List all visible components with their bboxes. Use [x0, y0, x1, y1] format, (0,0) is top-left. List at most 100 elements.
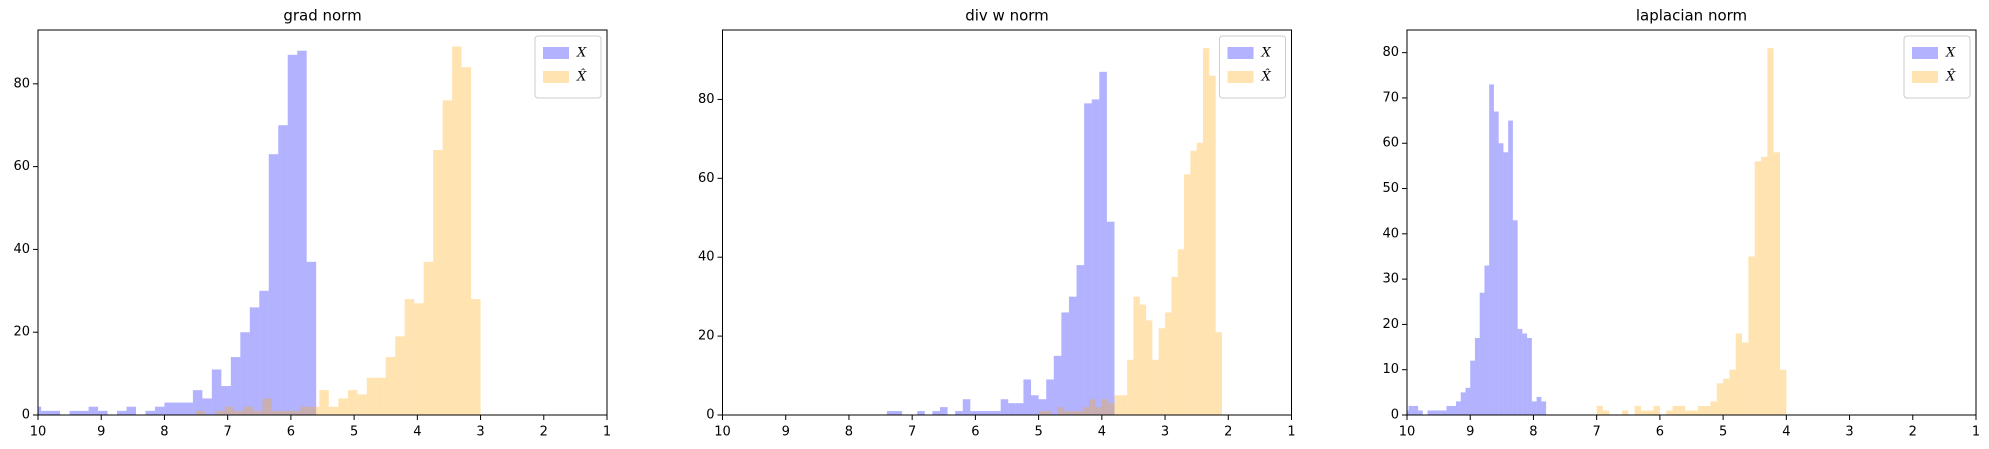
y-tick-label: 80 — [698, 92, 715, 107]
y-tick-label: 80 — [13, 76, 30, 91]
histogram-bar — [962, 399, 971, 415]
histogram-bar — [1099, 71, 1107, 415]
histogram-bar — [1773, 152, 1781, 415]
x-tick-label: 5 — [1719, 425, 1727, 440]
histogram-bar — [50, 410, 61, 415]
x-tick-label: 3 — [1161, 425, 1169, 440]
x-tick-label: 5 — [1034, 425, 1042, 440]
x-tick-label: 8 — [1529, 425, 1537, 440]
histogram-bar — [1408, 405, 1414, 415]
histogram-bar — [117, 410, 127, 415]
histogram-bar — [1742, 342, 1749, 415]
histogram-bar — [211, 369, 222, 415]
histogram-bar — [338, 398, 348, 415]
histogram-bar — [1517, 328, 1523, 415]
x-tick-label: 4 — [1098, 425, 1106, 440]
histogram-bar — [1171, 276, 1178, 415]
histogram-bar — [300, 406, 310, 415]
histogram-bar — [215, 410, 225, 415]
histogram-bar — [319, 390, 329, 415]
x-tick-label: 8 — [160, 425, 168, 440]
histogram-bar — [88, 406, 99, 415]
y-tick-label: 20 — [13, 325, 30, 340]
histogram-bar — [347, 390, 358, 415]
histogram-bar — [41, 410, 51, 415]
histogram-bar — [309, 406, 320, 415]
histogram-bar — [268, 154, 279, 415]
histogram-bar — [1748, 256, 1755, 415]
histogram-bar — [259, 290, 269, 415]
histogram-bar — [1602, 410, 1610, 415]
histogram-bar — [1470, 360, 1475, 415]
histogram-bar — [366, 377, 377, 415]
y-tick-label: 50 — [1382, 181, 1399, 196]
histogram-bar — [1076, 411, 1083, 415]
bars — [1407, 48, 1787, 415]
histogram-bar — [243, 406, 253, 415]
histogram-bar — [955, 411, 963, 415]
legend-label: X̂ — [1261, 68, 1272, 84]
histogram-bar — [69, 410, 80, 415]
histogram-bar — [1418, 410, 1423, 415]
histogram-bar — [1596, 405, 1603, 415]
histogram-bar — [939, 407, 948, 415]
histogram-bar — [1091, 99, 1100, 415]
histogram-bar — [1780, 369, 1787, 415]
histogram-bar — [1685, 410, 1692, 415]
legend-label: X̂ — [1945, 68, 1956, 84]
histogram-bar — [1767, 48, 1774, 415]
histogram-bar — [1437, 410, 1442, 415]
histogram-bar — [1015, 403, 1024, 415]
x-tick-label: 2 — [1224, 425, 1232, 440]
histogram-bar — [1146, 320, 1153, 415]
histogram-bar — [1729, 369, 1736, 415]
histogram-bar — [442, 100, 453, 415]
x-tick-label: 1 — [603, 425, 611, 440]
y-tick-label: 10 — [1382, 362, 1399, 377]
x-tick-label: 7 — [908, 425, 916, 440]
histogram-bar — [1031, 395, 1039, 415]
histogram-bar — [1038, 411, 1045, 415]
histogram-bar — [917, 411, 925, 415]
legend-label: X — [1261, 46, 1272, 61]
histogram-bar — [1101, 399, 1109, 415]
histogram-bar — [1527, 338, 1532, 415]
y-tick-label: 20 — [698, 329, 715, 344]
histogram-bar — [1691, 410, 1698, 415]
histogram-bar — [192, 390, 203, 415]
legend-swatch — [543, 47, 569, 59]
x-tick-label: 6 — [971, 425, 979, 440]
subplot-title: grad norm — [283, 7, 361, 25]
histogram-bar — [1133, 296, 1140, 415]
histogram-bar — [932, 411, 940, 415]
histogram-bar — [1152, 359, 1159, 415]
x-tick-label: 6 — [287, 425, 295, 440]
bars — [38, 46, 481, 415]
histogram-bar — [452, 46, 462, 415]
histogram-bar — [414, 303, 424, 415]
histogram-bar — [79, 410, 89, 415]
x-tick-label: 10 — [30, 425, 47, 440]
histogram-bar — [306, 261, 317, 415]
legend-box — [1903, 35, 1971, 99]
histogram-bar — [1666, 410, 1673, 415]
axes-frame — [1406, 29, 1977, 416]
histogram-bar — [1184, 174, 1191, 415]
legend-box — [1219, 35, 1286, 99]
histogram-bar — [1536, 396, 1542, 415]
histogram-bar — [262, 398, 272, 415]
y-tick-label: 20 — [1382, 317, 1399, 332]
y-tick-label: 60 — [698, 171, 715, 186]
histogram-bar — [395, 336, 405, 415]
legend-swatch — [1227, 71, 1254, 83]
y-tick-label: 0 — [706, 408, 714, 423]
legend-label: X — [1945, 46, 1956, 61]
histogram-bar — [249, 307, 260, 415]
histogram-bar — [1215, 332, 1222, 415]
histogram-bar — [1108, 403, 1115, 415]
histogram-bar — [1716, 383, 1724, 415]
histogram-bar — [461, 67, 472, 415]
histogram-bar — [1158, 328, 1166, 415]
